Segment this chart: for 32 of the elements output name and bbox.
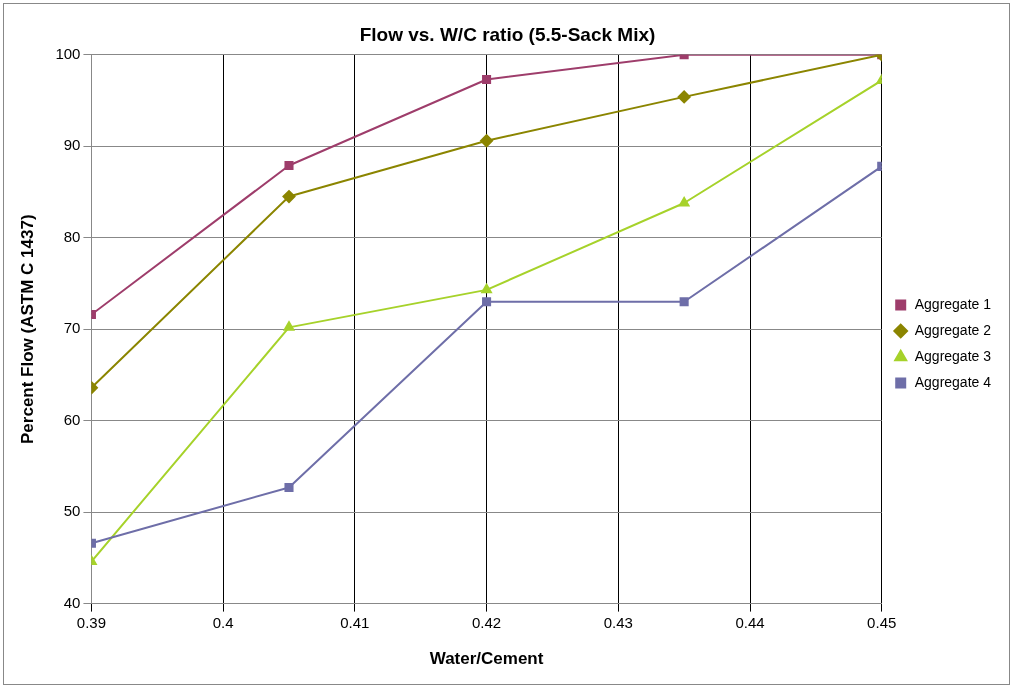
point: [480, 134, 494, 148]
point: [481, 283, 492, 294]
x-tick-label: 0.43: [603, 613, 633, 631]
legend-label: Aggregate 2: [914, 321, 992, 338]
chart-title: Flow vs. W/C ratio (5.5-Sack Mix): [359, 23, 656, 45]
x-axis-title: Water/Cement: [429, 649, 544, 669]
legend-label: Aggregate 4: [914, 373, 992, 390]
x-tick-label: 0.45: [867, 613, 897, 631]
point: [482, 297, 492, 307]
point: [678, 196, 690, 207]
y-axis-title: Percent Flow (ASTM C 1437): [17, 214, 37, 444]
point: [283, 321, 295, 331]
x-tick-label: 0.44: [735, 613, 765, 631]
point: [284, 160, 294, 171]
x-tick-label: 0.4: [212, 613, 234, 631]
point: [482, 74, 492, 85]
y-tick-label: 50: [63, 502, 81, 520]
point: [282, 190, 296, 204]
point: [284, 482, 294, 492]
y-tick-label: 40: [63, 593, 81, 611]
legend-label: Aggregate 3: [914, 347, 992, 364]
y-tick-label: 100: [55, 44, 81, 62]
y-tick-label: 70: [63, 319, 81, 337]
y-tick-label: 90: [63, 136, 81, 154]
x-tick-label: 0.41: [340, 613, 370, 631]
point: [679, 297, 689, 307]
y-tick-label: 60: [63, 410, 81, 428]
legend-label: Aggregate 1: [914, 295, 992, 312]
x-tick-label: 0.39: [76, 613, 107, 631]
y-tick-label: 80: [63, 227, 81, 245]
x-tick-label: 0.42: [471, 613, 502, 631]
point: [677, 90, 691, 104]
